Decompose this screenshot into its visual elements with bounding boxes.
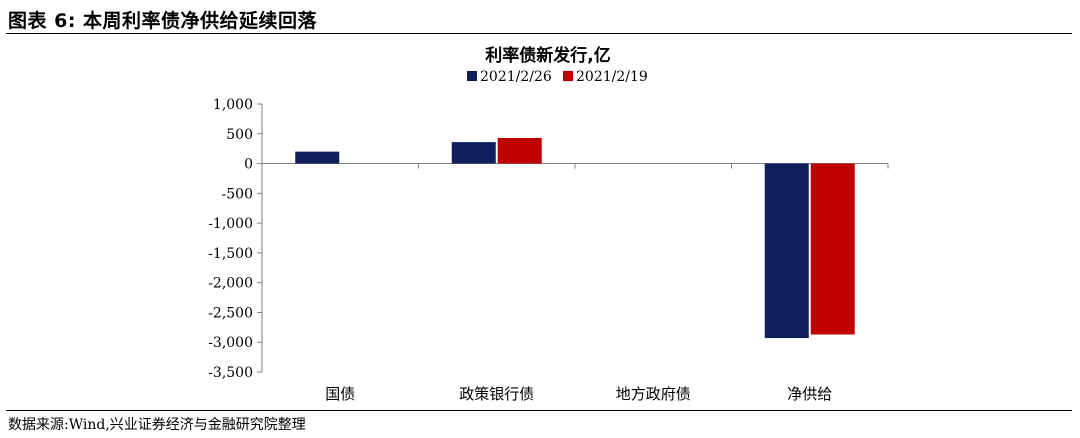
y-tick-label: -2,500	[208, 305, 253, 321]
x-category-label: 地方政府债	[616, 385, 691, 403]
y-tick-label: -1,500	[208, 246, 253, 262]
chart-title: 利率债新发行,亿	[485, 45, 610, 66]
y-tick-label: -3,000	[208, 335, 253, 351]
y-tick-label: -2,000	[208, 276, 253, 292]
top-rule	[6, 33, 1072, 34]
legend-label: 2021/2/26	[480, 69, 552, 85]
x-category-label: 政策银行债	[459, 385, 534, 403]
y-tick-label: -1,000	[208, 216, 253, 232]
y-tick-label: 0	[244, 157, 253, 173]
x-category-label: 国债	[325, 385, 355, 403]
y-tick-label: -3,500	[208, 365, 253, 381]
legend-swatch	[467, 71, 477, 81]
y-axis: 1,000 500 0 -500 -1,000 -1,500 -2,000 -2,500 -3,…	[208, 97, 263, 381]
y-tick-label: 500	[226, 127, 253, 143]
legend: 2021/2/26 2021/2/19	[467, 69, 648, 85]
y-tick-label: 1,000	[213, 97, 253, 113]
source-note: 数据来源:Wind,兴业证券经济与金融研究院整理	[8, 417, 306, 433]
bar	[810, 163, 855, 335]
bar	[764, 163, 809, 339]
y-tick-label: -500	[222, 186, 253, 202]
figure-title: 图表 6: 本周利率债净供给延续回落	[8, 10, 318, 32]
x-category-label: 净供给	[787, 385, 832, 403]
bar	[451, 142, 496, 164]
bars	[295, 137, 855, 339]
legend-swatch	[563, 71, 573, 81]
bottom-rule	[6, 410, 1072, 411]
legend-label: 2021/2/19	[576, 69, 648, 85]
bar	[497, 137, 542, 164]
bar	[295, 151, 340, 164]
